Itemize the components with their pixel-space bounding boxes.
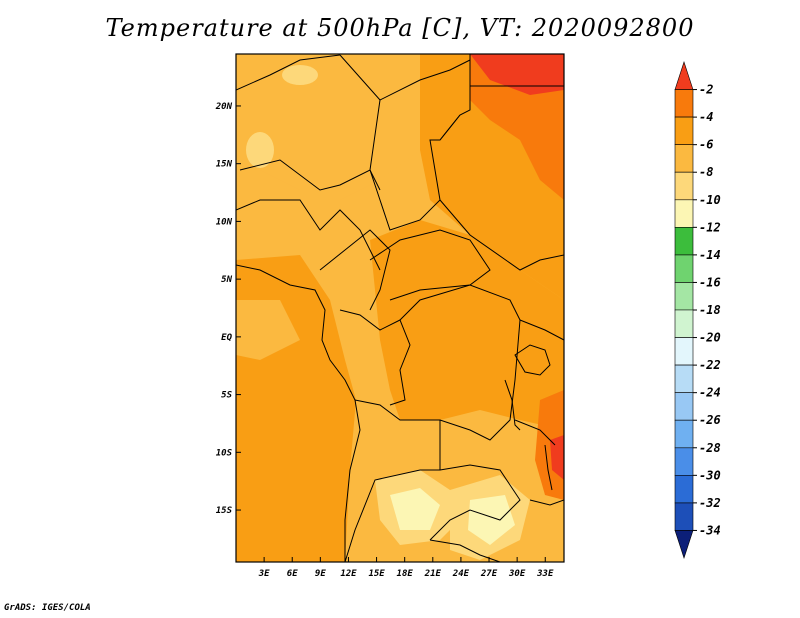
- colorbar-segment: [674, 116, 694, 145]
- colorbar-label: -18: [699, 303, 721, 317]
- colorbar-segment: [674, 61, 694, 90]
- colorbar-segment: [674, 502, 694, 531]
- colorbar-label: -8: [699, 165, 713, 179]
- lake-tanganyika: [504, 379, 521, 431]
- colorbar-label: -34: [699, 523, 721, 537]
- y-tick-label: EQ: [221, 333, 232, 343]
- y-tick-label: 15S: [216, 506, 233, 516]
- field-patch-pale-2: [282, 65, 318, 85]
- border-east: [519, 319, 564, 341]
- x-tick-label: 24E: [452, 569, 470, 579]
- field-region-ne-hot: [470, 54, 564, 95]
- colorbar-label: -32: [699, 496, 721, 510]
- colorbar-segment: [674, 309, 694, 338]
- colorbar-segment: [674, 199, 694, 228]
- field-patch-pale-1: [246, 132, 274, 168]
- plot-frame: [235, 53, 565, 563]
- y-tick-label: 5S: [221, 391, 232, 401]
- colorbar-segment: [674, 144, 694, 173]
- colorbar-label: -30: [699, 468, 721, 482]
- x-tick-label: 33E: [536, 569, 554, 579]
- y-tick-label: 20N: [215, 102, 233, 112]
- colorbar-segment: [674, 530, 694, 559]
- colorbar-segment: [674, 337, 694, 366]
- colorbar-segment: [674, 89, 694, 118]
- colorbar-segment: [674, 392, 694, 421]
- border-drc: [399, 284, 521, 441]
- chart-title: Temperature at 500hPa [C], VT: 202009280…: [105, 14, 695, 42]
- lake-malawi: [544, 444, 553, 491]
- field-region-gulf: [236, 300, 300, 360]
- y-tick-label: 15N: [216, 160, 233, 170]
- colorbar-segment: [674, 364, 694, 393]
- coastline-west: [236, 264, 361, 562]
- colorbar-label: -10: [699, 193, 721, 207]
- border-tanzania: [514, 419, 556, 446]
- colorbar-segment: [674, 282, 694, 311]
- y-tick-label: 10N: [216, 217, 233, 227]
- border-south: [429, 539, 501, 562]
- field-region-rift-hot: [550, 435, 564, 480]
- colorbar-segment: [674, 254, 694, 283]
- x-tick-label: 6E: [287, 569, 298, 579]
- x-axis: 3E 6E 9E 12E 15E 18E 21E 24E 27E 30E 33E: [258, 557, 554, 579]
- x-tick-label: 9E: [315, 569, 326, 579]
- x-tick-label: 27E: [480, 569, 498, 579]
- x-tick-label: 12E: [340, 569, 357, 579]
- border-car: [369, 229, 491, 301]
- colorbar-label: -20: [699, 331, 721, 345]
- colorbar-label: -24: [699, 386, 721, 400]
- temperature-field: [236, 54, 564, 562]
- border-north-2: [339, 54, 471, 101]
- colorbar-segment: [674, 447, 694, 476]
- border-nigeria: [236, 199, 381, 271]
- colorbar-label: -22: [699, 358, 721, 372]
- colorbar-label: -26: [699, 413, 721, 427]
- border-north-1: [236, 54, 341, 91]
- border-zambia: [429, 464, 521, 541]
- colorbar-segment: [674, 419, 694, 449]
- x-tick-label: 3E: [258, 569, 270, 579]
- x-tick-label: 30E: [508, 569, 526, 579]
- x-tick-label: 15E: [368, 569, 385, 579]
- colorbar-segment: [674, 227, 694, 256]
- colorbar-label: -14: [699, 248, 721, 262]
- border-sudan: [439, 199, 564, 271]
- colorbar-label: -4: [699, 110, 713, 124]
- colorbar-segment: [674, 475, 694, 504]
- lake-victoria: [514, 344, 551, 376]
- y-tick-label: 5N: [221, 275, 232, 285]
- colorbar-label: -28: [699, 441, 721, 455]
- y-axis: 20N 15N 10N 5N EQ 5S 10S 15S: [215, 102, 241, 516]
- colorbar-segment: [674, 171, 694, 201]
- colorbar-label: -2: [699, 83, 713, 97]
- field-region-zambia-core: [390, 488, 440, 530]
- border-cameroon: [319, 229, 391, 311]
- country-borders: [236, 54, 564, 562]
- border-mozambique: [529, 499, 564, 506]
- colorbar: -2 -4 -6 -8 -10 -12 -14 -16 -18 -20 -22 -24 -26 -28 -3…: [674, 61, 721, 559]
- colorbar-label: -6: [699, 138, 713, 152]
- y-tick-label: 10S: [216, 448, 233, 458]
- x-tick-label: 18E: [397, 569, 414, 579]
- grads-credit: GrADS: IGES/COLA: [4, 603, 91, 613]
- colorbar-label: -16: [699, 275, 721, 289]
- border-chad: [369, 99, 461, 231]
- colorbar-label: -12: [699, 220, 721, 234]
- field-region-zimbabwe-core: [468, 495, 515, 545]
- x-tick-label: 21E: [424, 569, 442, 579]
- border-congo: [339, 309, 411, 406]
- border-niger: [239, 159, 381, 191]
- field-region-sahel-light: [236, 54, 420, 200]
